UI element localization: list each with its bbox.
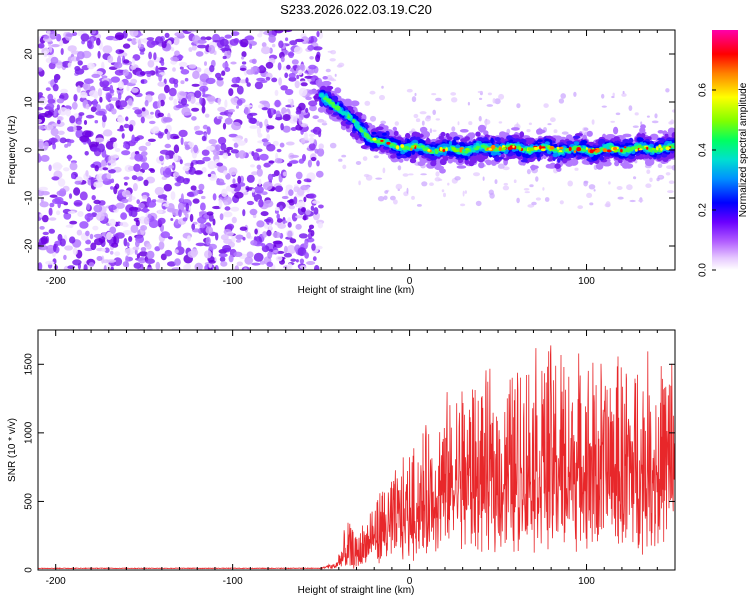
chart-title: S233.2026.022.03.19.C20 xyxy=(280,2,432,17)
y-tick-label: 10 xyxy=(24,96,35,108)
colorbar-gradient xyxy=(712,30,738,270)
y-tick-label: 0 xyxy=(24,567,35,573)
spectrogram-heatmap xyxy=(38,30,675,270)
snr-ylabel: SNR (10 * v/v) xyxy=(7,418,18,482)
colorbar-tick-label: 0.6 xyxy=(698,83,709,97)
x-tick-label: 100 xyxy=(578,576,595,587)
colorbar-tick-label: 0.0 xyxy=(698,263,709,277)
x-tick-label: 100 xyxy=(578,276,595,287)
x-tick-label: -200 xyxy=(46,276,66,287)
y-tick-label: 1000 xyxy=(24,421,35,444)
x-tick-label: -200 xyxy=(46,576,66,587)
x-tick-label: 0 xyxy=(407,576,413,587)
snr-series-line xyxy=(38,345,675,570)
y-tick-label: 20 xyxy=(24,48,35,60)
colorbar-tick-label: 0.2 xyxy=(698,203,709,217)
colorbar-label: Normalized spectral amplitude xyxy=(738,82,749,217)
colorbar-ticks: 0.0 0.2 0.4 0.6 xyxy=(698,83,716,277)
y-tick-label: 0 xyxy=(24,147,35,153)
spectrogram-xlabel: Height of straight line (km) xyxy=(298,285,415,296)
y-tick-label: -20 xyxy=(24,238,35,253)
y-tick-label: 1500 xyxy=(24,353,35,376)
y-tick-label: 500 xyxy=(24,493,35,510)
spectrogram-ylabel: Frequency (Hz) xyxy=(7,116,18,185)
colorbar: 0.0 0.2 0.4 0.6 Normalized spectral amplitu… xyxy=(698,30,749,277)
x-tick-label: -100 xyxy=(223,576,243,587)
snr-xlabel: Height of straight line (km) xyxy=(298,585,415,596)
colorbar-tick-label: 0.4 xyxy=(698,143,709,157)
x-tick-label: 0 xyxy=(407,276,413,287)
y-tick-label: -10 xyxy=(24,190,35,205)
x-tick-label: -100 xyxy=(223,276,243,287)
